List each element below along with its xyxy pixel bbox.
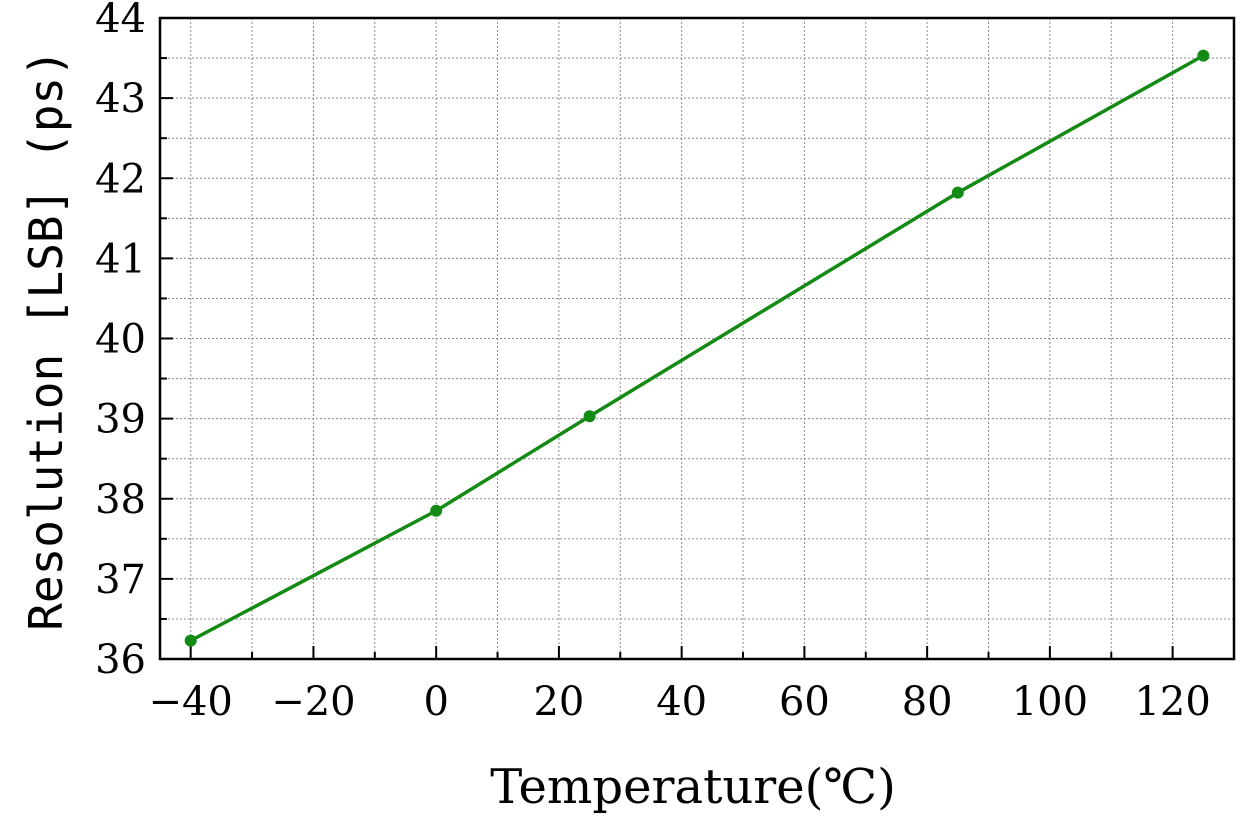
y-tick-label: 37 [95, 557, 146, 603]
y-axis-label: Resolution [LSB] (ps) [19, 49, 73, 631]
x-axis-label: Temperature(℃) [490, 759, 896, 815]
x-tick-label: 40 [656, 679, 707, 725]
x-tick-label: −20 [271, 679, 355, 725]
data-point [583, 410, 596, 423]
x-tick-label: 120 [1134, 679, 1210, 725]
y-tick-label: 38 [95, 477, 146, 523]
y-tick-label: 44 [95, 0, 146, 42]
x-tick-label: 60 [779, 679, 830, 725]
x-tick-label: −40 [148, 679, 232, 725]
x-tick-label: 80 [902, 679, 953, 725]
y-tick-label: 36 [95, 637, 146, 683]
y-tick-label: 39 [95, 397, 146, 443]
x-tick-labels: −40 −20 0 20 40 60 80 100 120 [148, 679, 1210, 725]
data-point [430, 504, 443, 517]
x-tick-label: 0 [423, 679, 448, 725]
y-tick-labels: 36 37 38 39 40 41 42 43 44 [95, 0, 146, 683]
data-point [184, 634, 197, 647]
y-tick-label: 43 [95, 76, 146, 122]
axis-ticks [160, 17, 1174, 660]
series-group [184, 49, 1210, 647]
data-point [1197, 49, 1210, 62]
y-tick-label: 41 [95, 236, 146, 282]
x-tick-label: 20 [533, 679, 584, 725]
data-point [951, 186, 964, 199]
y-tick-label: 40 [95, 317, 146, 363]
series-line [189, 54, 1205, 643]
y-tick-label: 42 [95, 156, 146, 202]
x-tick-label: 100 [1012, 679, 1088, 725]
grid-lines [160, 18, 1234, 659]
